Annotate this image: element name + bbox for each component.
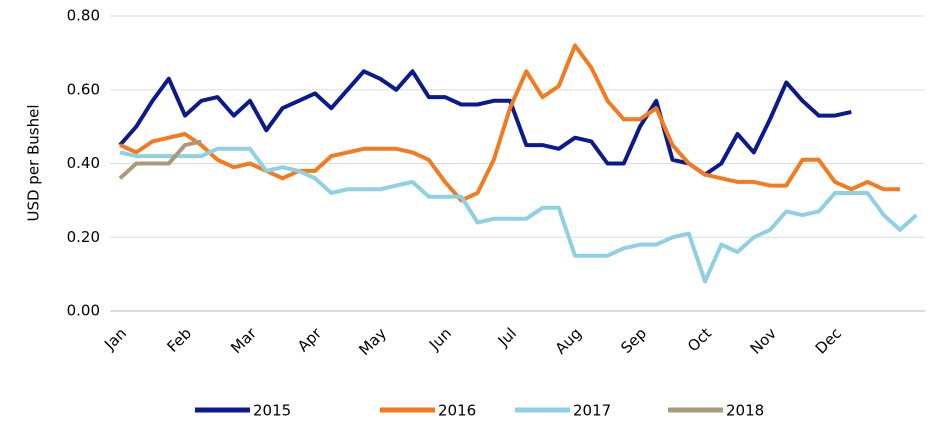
legend-label: 2015 xyxy=(253,402,291,420)
x-tick-label: Feb xyxy=(163,324,195,356)
x-tick-label: Jan xyxy=(100,324,130,354)
x-tick-label: Mar xyxy=(227,324,260,357)
y-axis-label: USD per Bushel xyxy=(25,104,43,221)
series-line xyxy=(118,139,202,180)
x-tick-label: Jul xyxy=(494,324,520,350)
x-tick-label: Sep xyxy=(617,324,650,357)
x-tick-label: Nov xyxy=(747,324,781,358)
legend-label: 2018 xyxy=(726,402,764,420)
y-tick-label: 0.00 xyxy=(67,302,100,320)
x-tick-label: Apr xyxy=(294,324,326,356)
x-tick-label: Jun xyxy=(425,324,455,354)
x-tick-label: Oct xyxy=(684,324,715,355)
y-tick-label: 0.80 xyxy=(67,7,100,25)
y-tick-label: 0.20 xyxy=(67,228,100,246)
series-line xyxy=(119,146,918,284)
x-tick-label: Aug xyxy=(552,324,585,357)
y-tick-label: 0.60 xyxy=(67,80,100,98)
legend-label: 2016 xyxy=(438,402,476,420)
x-tick-label: Dec xyxy=(812,324,845,357)
series-line xyxy=(118,69,852,177)
legend-label: 2017 xyxy=(573,402,611,420)
series-line xyxy=(119,43,900,203)
x-tick-label: May xyxy=(355,324,390,359)
y-tick-label: 0.40 xyxy=(67,154,100,172)
